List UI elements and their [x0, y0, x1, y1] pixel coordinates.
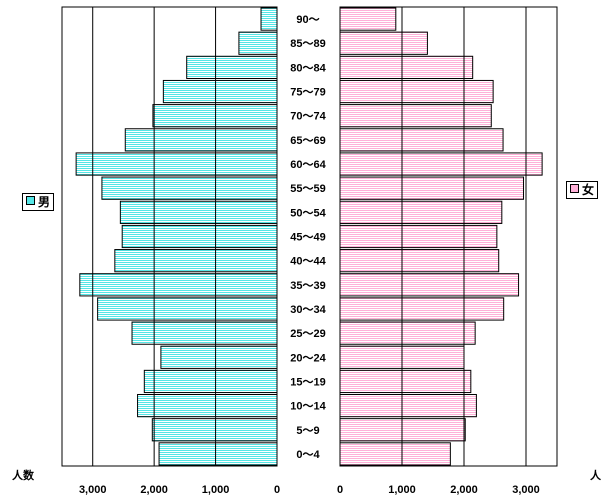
legend-label-female: 女 — [582, 183, 595, 197]
age-label-20～24: 20～24 — [290, 352, 326, 364]
female-bar-25～29 — [339, 321, 476, 345]
age-label-45～49: 45～49 — [290, 232, 325, 244]
male-bar-5～9 — [151, 418, 278, 442]
male-tick-label-0: 0 — [274, 484, 280, 496]
female-tick-label-3000: 3,000 — [512, 484, 540, 496]
age-label-0～4: 0～4 — [296, 449, 320, 461]
legend-male: 男 — [22, 193, 55, 211]
female-bar-55～59 — [339, 176, 525, 200]
legend-swatch-female — [570, 184, 579, 193]
age-label-85～89: 85～89 — [290, 38, 325, 50]
age-group-labels: 0～4 5～9 10～14 15～19 20～24 25～29 30～34 35～39 40～4… — [290, 14, 326, 461]
male-bar-90～ — [260, 7, 278, 31]
female-bar-65～69 — [339, 128, 504, 152]
x-axis-label-right: 人 — [590, 468, 602, 482]
male-bar-45～49 — [121, 224, 278, 249]
female-bar-0～4 — [339, 442, 451, 466]
female-axis-ticks: 0 1,000 2,000 3,000 — [337, 484, 540, 496]
female-bar-45～49 — [339, 224, 498, 249]
male-panel — [61, 6, 278, 467]
age-label-40～44: 40～44 — [290, 256, 326, 268]
male-bar-85～89 — [238, 31, 278, 55]
male-bar-70～74 — [152, 104, 278, 128]
age-label-50～54: 50～54 — [290, 207, 326, 219]
female-tick-label-1000: 1,000 — [388, 484, 416, 496]
female-tick-label-0: 0 — [337, 484, 343, 496]
age-label-30～34: 30～34 — [290, 304, 326, 316]
age-label-5～9: 5～9 — [296, 425, 319, 437]
female-bar-5～9 — [339, 418, 466, 442]
age-label-35～39: 35～39 — [290, 280, 325, 292]
female-bar-15～19 — [339, 369, 472, 394]
male-bar-10～14 — [137, 393, 278, 418]
female-bar-60～64 — [339, 152, 543, 176]
male-bar-40～44 — [114, 249, 278, 273]
x-axis-label-left: 人数 — [12, 468, 35, 482]
male-bar-80～84 — [186, 55, 278, 80]
male-bar-65～69 — [124, 128, 278, 152]
male-bar-25～29 — [131, 321, 278, 345]
female-bar-70～74 — [339, 104, 492, 128]
female-bar-75～79 — [339, 79, 494, 104]
female-bar-85～89 — [339, 31, 428, 55]
male-bar-60～64 — [75, 152, 278, 176]
male-axis-ticks: 0 1,000 2,000 3,000 — [79, 484, 280, 496]
male-bar-55～59 — [101, 176, 278, 200]
age-label-80～84: 80～84 — [290, 62, 326, 74]
male-bar-15～19 — [143, 369, 278, 394]
age-label-25～29: 25～29 — [290, 328, 325, 340]
female-bar-80～84 — [339, 55, 474, 80]
age-label-60～64: 60～64 — [290, 159, 326, 171]
male-bar-30～34 — [97, 297, 278, 321]
female-bar-40～44 — [339, 249, 500, 273]
age-label-10～14: 10～14 — [290, 401, 326, 413]
age-label-75～79: 75～79 — [290, 87, 325, 99]
male-tick-label-3000: 3,000 — [79, 484, 107, 496]
male-tick-label-2000: 2,000 — [140, 484, 168, 496]
age-label-65～69: 65～69 — [290, 135, 325, 147]
male-bar-35～39 — [79, 273, 278, 297]
male-bar-0～4 — [158, 442, 278, 466]
age-label-55～59: 55～59 — [290, 183, 325, 195]
male-bar-20～24 — [160, 345, 278, 369]
age-label-90～: 90～ — [296, 14, 319, 26]
legend-swatch-male — [26, 196, 35, 205]
male-bar-50～54 — [119, 200, 278, 224]
female-tick-label-2000: 2,000 — [450, 484, 478, 496]
female-bar-30～34 — [339, 297, 505, 321]
male-bar-75～79 — [162, 79, 278, 104]
age-label-70～74: 70～74 — [290, 111, 326, 123]
female-bar-50～54 — [339, 200, 503, 224]
female-panel — [339, 6, 558, 467]
male-tick-label-1000: 1,000 — [202, 484, 230, 496]
female-bar-10～14 — [339, 393, 477, 418]
legend-label-male: 男 — [38, 195, 51, 209]
female-bar-35～39 — [339, 273, 520, 297]
female-bar-90～ — [339, 7, 397, 31]
legend-female: 女 — [566, 181, 599, 199]
age-label-15～19: 15～19 — [290, 376, 325, 388]
